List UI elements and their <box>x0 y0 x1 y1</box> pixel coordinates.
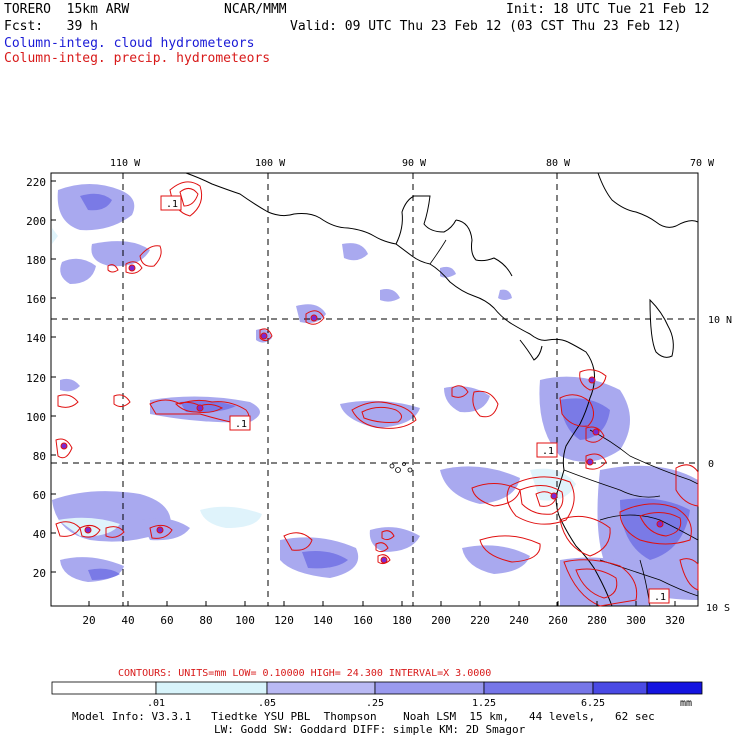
lon-label: 80 W <box>546 158 571 169</box>
svg-text:60: 60 <box>160 614 173 627</box>
svg-text:160: 160 <box>26 293 46 306</box>
valid-time: Valid: 09 UTC Thu 23 Feb 12 (03 CST Thu … <box>290 19 682 34</box>
svg-text:180: 180 <box>392 614 412 627</box>
svg-text:200: 200 <box>26 215 46 228</box>
svg-text:140: 140 <box>313 614 333 627</box>
svg-text:80: 80 <box>33 450 46 463</box>
precip-maxima <box>60 264 664 564</box>
svg-text:40: 40 <box>121 614 134 627</box>
model-title: TORERO 15km ARW <box>4 2 130 17</box>
svg-text:120: 120 <box>26 372 46 385</box>
svg-text:.05: .05 <box>258 698 276 709</box>
model-info: Model Info: V3.3.1 Tiedtke YSU PBL Thomp… <box>72 710 655 723</box>
svg-text:200: 200 <box>431 614 451 627</box>
field-cloud-label: Column-integ. cloud hydrometeors <box>4 36 255 51</box>
svg-text:.25: .25 <box>366 698 384 709</box>
svg-text:300: 300 <box>626 614 646 627</box>
svg-text:40: 40 <box>33 528 46 541</box>
svg-text:140: 140 <box>26 332 46 345</box>
lat-label: 0 <box>708 459 714 470</box>
svg-text:20: 20 <box>82 614 95 627</box>
svg-text:160: 160 <box>353 614 373 627</box>
forecast-hour: Fcst: 39 h <box>4 19 98 34</box>
contour-label-boxes <box>160 195 670 604</box>
organization-label: NCAR/MMM <box>224 2 287 17</box>
lon-label: 110 W <box>110 158 141 169</box>
svg-text:6.25: 6.25 <box>581 698 605 709</box>
lon-label: 100 W <box>255 158 286 169</box>
galapagos-islands <box>389 462 413 473</box>
svg-text:320: 320 <box>665 614 685 627</box>
y-tick-labels: 220 200 180 160 140 120 100 80 60 40 20 <box>26 176 46 580</box>
svg-text:120: 120 <box>274 614 294 627</box>
contour-label: .1 <box>235 419 247 430</box>
contour-info: CONTOURS: UNITS=mm LOW= 0.10000 HIGH= 24… <box>118 668 491 679</box>
plot-frame <box>50 172 699 607</box>
model-physics: LW: Godd SW: Goddard DIFF: simple KM: 2D… <box>214 723 526 736</box>
init-time: Init: 18 UTC Tue 21 Feb 12 <box>506 2 710 17</box>
svg-text:100: 100 <box>26 411 46 424</box>
svg-text:100: 100 <box>235 614 255 627</box>
lon-label: 70 W <box>690 158 715 169</box>
lon-label: 90 W <box>402 158 427 169</box>
svg-text:.01: .01 <box>147 698 165 709</box>
svg-text:60: 60 <box>33 489 46 502</box>
x-tick-labels: 20 40 60 80 100 120 140 160 180 200 220 … <box>82 614 685 627</box>
field-precip-label: Column-integ. precip. hydrometeors <box>4 51 271 66</box>
svg-text:20: 20 <box>33 567 46 580</box>
coastline <box>185 172 699 607</box>
svg-text:220: 220 <box>26 176 46 189</box>
svg-text:180: 180 <box>26 254 46 267</box>
lat-label: 10 S <box>706 603 730 614</box>
svg-text:mm: mm <box>680 698 692 709</box>
contour-label: .1 <box>166 199 178 210</box>
svg-text:260: 260 <box>548 614 568 627</box>
lat-label: 10 N <box>708 315 732 326</box>
svg-text:280: 280 <box>587 614 607 627</box>
contour-label: .1 <box>542 446 554 457</box>
svg-text:1.25: 1.25 <box>472 698 496 709</box>
svg-text:80: 80 <box>199 614 212 627</box>
svg-text:240: 240 <box>509 614 529 627</box>
colorbar <box>51 681 703 695</box>
tick-marks <box>51 180 676 606</box>
cloud-fields <box>52 184 698 606</box>
contour-label: .1 <box>654 592 666 603</box>
colorbar-labels: .01 .05 .25 1.25 6.25 mm <box>147 698 692 709</box>
precip-contours <box>55 181 699 607</box>
svg-text:220: 220 <box>470 614 490 627</box>
